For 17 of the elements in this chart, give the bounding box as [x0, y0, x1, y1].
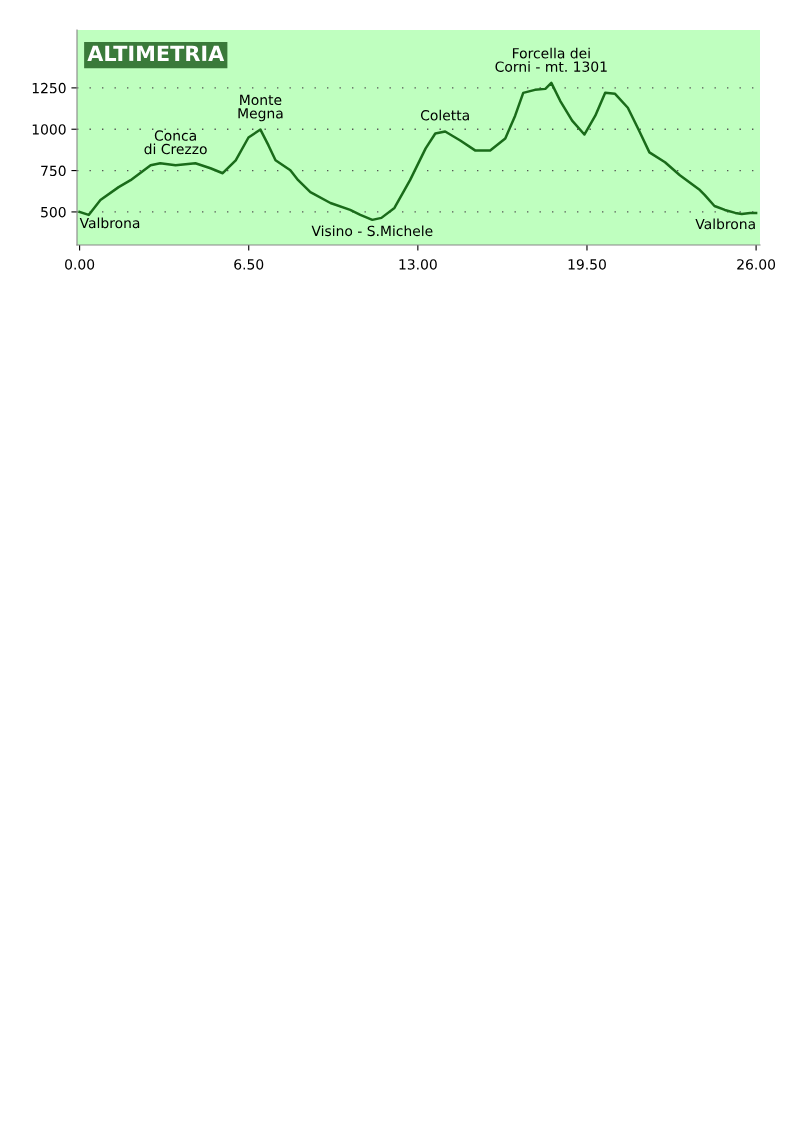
y-tick-label: 500 [41, 206, 66, 218]
annotation: Valbrona [695, 218, 755, 230]
y-tick-label: 750 [41, 165, 66, 177]
x-tick-label: 13.00 [399, 259, 437, 270]
x-tick-label: 26.00 [737, 259, 776, 270]
x-tick-label: 6.50 [234, 259, 264, 270]
y-tick-label: 1000 [32, 124, 66, 135]
annotation: Valbrona [79, 217, 140, 229]
annotation: Monte Megna [238, 94, 283, 122]
text: ALTIMETRIA [87, 45, 225, 61]
y-tick-label: 1250 [32, 82, 66, 94]
x-tick-label: 0.00 [65, 259, 95, 270]
annotation: Coletta [420, 109, 469, 121]
annotation: Conca di Crezzo [144, 130, 207, 155]
x-tick-label: 19.50 [568, 259, 606, 270]
annotation: Visino - S.Michele [311, 225, 433, 237]
annotation: Forcella dei Corni - mt. 1301 [495, 47, 607, 72]
